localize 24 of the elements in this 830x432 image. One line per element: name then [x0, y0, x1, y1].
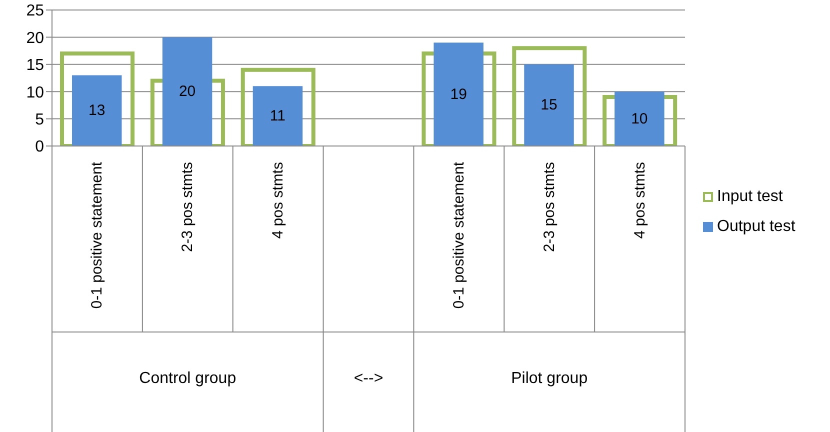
data-label: 19 [450, 86, 467, 103]
y-tick-label: 15 [26, 57, 44, 74]
text: Pilot group [510, 370, 589, 388]
text: <--> [352, 370, 384, 388]
y-tick-label: 0 [35, 138, 44, 156]
y-tick-label: 10 [26, 84, 44, 102]
x-tick-label: 2-3 pos stmts [540, 162, 558, 252]
x-tick-label: 0-1 positive statement [450, 161, 468, 309]
x-tick-label: 4 pos stmts [270, 162, 287, 239]
y-tick-label: 20 [26, 30, 44, 47]
text: Control group [138, 370, 238, 388]
y-tick-label: 25 [26, 2, 44, 20]
legend-label: Output test [717, 218, 796, 236]
y-tick-label: 5 [35, 111, 44, 128]
x-tick-label: 4 pos stmts [631, 162, 648, 239]
x-tick-label: 0-1 positive statement [88, 161, 106, 309]
data-label: 11 [270, 108, 286, 125]
bar [72, 75, 122, 146]
legend-label: Input test [717, 188, 783, 206]
x-tick-label: 2-3 pos stmts [179, 162, 196, 252]
data-label: 15 [540, 96, 558, 114]
data-label: 13 [88, 102, 106, 120]
data-label: 10 [631, 110, 648, 128]
data-label: 20 [178, 83, 196, 100]
